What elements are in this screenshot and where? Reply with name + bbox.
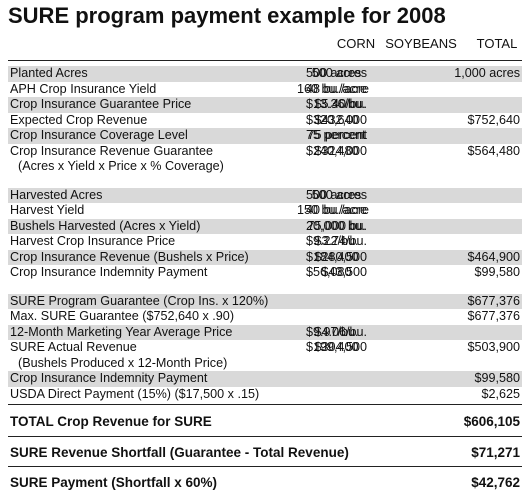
cell-corn: $3.74/bu. <box>314 234 367 248</box>
cell-corn: $43,500 <box>321 265 367 279</box>
cell-soybeans: 40 bu./acre <box>306 203 370 217</box>
cell-corn: 150 bu./acre <box>296 203 367 217</box>
table-row: Expected Crop Revenue $432,000 $320,640 $75… <box>8 113 522 129</box>
total-value: $606,105 <box>463 414 520 429</box>
table-row: Crop Insurance Guarantee Price $5.40/bu. $… <box>8 97 522 113</box>
row-label: Harvest Yield <box>10 203 85 217</box>
table-row: SURE Program Guarantee (Crop Ins. x 120%… <box>8 293 522 309</box>
row-label: APH Crop Insurance Yield <box>10 81 157 96</box>
row-label: Expected Crop Revenue <box>10 112 148 127</box>
column-headers: CORN SOYBEANS TOTAL <box>0 36 531 54</box>
table-row: USDA Direct Payment (15%) ($17,500 x .15… <box>8 387 522 403</box>
cell-corn: $324,000 <box>314 143 367 158</box>
cell-soybeans: 20,000 bu. <box>306 218 366 233</box>
cell-total: 1,000 acres <box>454 66 520 80</box>
table-row: (Acres x Yield x Price x % Coverage) <box>8 159 522 175</box>
totals-divider-1 <box>8 436 522 437</box>
cell-total: $464,900 <box>467 249 520 264</box>
total-value: $71,271 <box>471 445 520 460</box>
table-row: Crop Insurance Revenue Guarantee $324,000… <box>8 144 522 160</box>
page-title: SURE program payment example for 2008 <box>8 3 446 28</box>
column-header-soybeans: SOYBEANS <box>385 36 457 51</box>
table-row: Harvested Acres 500 acres 500 acres <box>8 187 522 203</box>
row-label: (Acres x Yield x Price x % Coverage) <box>18 159 224 173</box>
table-row: Bushels Harvested (Acres x Yield) 75,000 … <box>8 218 522 234</box>
cell-soybeans: $199,400 <box>306 340 359 354</box>
cell-corn: $432,000 <box>314 112 367 127</box>
total-row-sure-payment: SURE Payment (Shortfall x 60%) $42,762 <box>8 473 522 493</box>
row-label: Harvest Crop Insurance Price <box>10 234 176 248</box>
table-row: Max. SURE Guarantee ($752,640 x .90) $677… <box>8 309 522 325</box>
section-gap <box>8 281 522 294</box>
total-label: SURE Payment (Shortfall x 60%) <box>10 475 218 490</box>
row-label: Crop Insurance Revenue (Bushels x Price) <box>10 249 249 264</box>
cell-corn: $4.06/bu. <box>314 324 367 339</box>
total-row-shortfall: SURE Revenue Shortfall (Guarantee - Tota… <box>8 443 522 463</box>
table-row: Harvest Crop Insurance Price $3.74/bu. $9.… <box>8 234 522 250</box>
row-label: Crop Insurance Coverage Level <box>10 128 188 142</box>
row-label: SURE Actual Revenue <box>10 340 137 354</box>
table-row: (Bushels Produced x 12-Month Price) <box>8 356 522 372</box>
total-value: $42,762 <box>471 475 520 490</box>
cell-total: $99,580 <box>474 265 520 279</box>
row-label: Crop Insurance Indemnity Payment <box>10 371 208 385</box>
row-label: (Bushels Produced x 12-Month Price) <box>18 355 228 370</box>
cell-total: $677,376 <box>467 293 520 308</box>
cell-corn: 75,000 bu. <box>307 218 367 233</box>
cell-soybeans: 48 bu./acre <box>306 81 370 96</box>
column-header-total: TOTAL <box>476 36 518 51</box>
cell-soybeans: $9.97/bu. <box>306 324 359 339</box>
table-row: Crop Insurance Coverage Level 75 percent 7… <box>8 128 522 144</box>
cell-corn: 500 acres <box>311 66 367 80</box>
cell-corn: 75 percent <box>307 128 367 142</box>
cell-total: $99,580 <box>474 371 520 385</box>
row-label: 12-Month Marketing Year Average Price <box>10 324 233 339</box>
cell-corn: $5.40/bu. <box>314 97 367 111</box>
cell-soybeans: $9.22/bu. <box>306 234 359 248</box>
cell-corn: 160 bu./acre <box>296 81 367 96</box>
cell-corn: 500 acres <box>311 187 367 202</box>
section-gap <box>8 175 522 188</box>
row-label: Bushels Harvested (Acres x Yield) <box>10 218 201 233</box>
table-row: Planted Acres 500 acres 500 acres 1,000 acr… <box>8 66 522 82</box>
row-label: USDA Direct Payment (15%) ($17,500 x .15… <box>10 386 260 401</box>
cell-soybeans: 500 acres <box>306 187 362 202</box>
table-row: APH Crop Insurance Yield 160 bu./acre 48 b… <box>8 82 522 98</box>
table-row: Crop Insurance Indemnity Payment $43,500 $… <box>8 265 522 281</box>
cell-soybeans: $56,080 <box>306 265 352 279</box>
row-label: Harvested Acres <box>10 187 103 202</box>
row-label: Max. SURE Guarantee ($752,640 x .90) <box>10 309 235 323</box>
table-row: SURE Actual Revenue $304,500 $199,400 $503,… <box>8 340 522 356</box>
header-rule <box>8 60 522 61</box>
row-label: Crop Insurance Revenue Guarantee <box>10 143 214 158</box>
table-row: 12-Month Marketing Year Average Price $4.… <box>8 324 522 340</box>
totals-rule <box>8 404 522 405</box>
payment-table: Planted Acres 500 acres 500 acres 1,000 acr… <box>8 66 522 402</box>
total-row-crop-revenue: TOTAL Crop Revenue for SURE $606,105 <box>8 412 522 432</box>
cell-soybeans: $240,480 <box>306 143 359 158</box>
cell-soybeans: 75 percent <box>306 128 366 142</box>
row-label: Crop Insurance Guarantee Price <box>10 97 192 111</box>
table-row: Harvest Yield 150 bu./acre 40 bu./acre <box>8 203 522 219</box>
cell-total: $503,900 <box>467 340 520 354</box>
row-label: SURE Program Guarantee (Crop Ins. x 120%… <box>10 293 269 308</box>
cell-soybeans: $320,640 <box>306 112 359 127</box>
cell-total: $2,625 <box>481 386 520 401</box>
cell-total: $752,640 <box>467 112 520 127</box>
cell-soybeans: 500 acres <box>306 66 362 80</box>
cell-corn: $280,500 <box>314 249 367 264</box>
table-row: Crop Insurance Revenue (Bushels x Price)… <box>8 249 522 265</box>
cell-corn: $304,500 <box>314 340 367 354</box>
cell-soybeans: $13.36/bu. <box>306 97 366 111</box>
cell-total: $677,376 <box>467 309 520 323</box>
total-label: TOTAL Crop Revenue for SURE <box>10 414 212 429</box>
row-label: Planted Acres <box>10 66 88 80</box>
table-row: Crop Insurance Indemnity Payment $99,580 <box>8 371 522 387</box>
row-label: Crop Insurance Indemnity Payment <box>10 265 208 279</box>
totals-divider-2 <box>8 466 522 467</box>
cell-soybeans: $184,400 <box>306 249 359 264</box>
column-header-corn: CORN <box>336 36 376 51</box>
total-label: SURE Revenue Shortfall (Guarantee - Tota… <box>10 445 349 460</box>
cell-total: $564,480 <box>467 143 520 158</box>
